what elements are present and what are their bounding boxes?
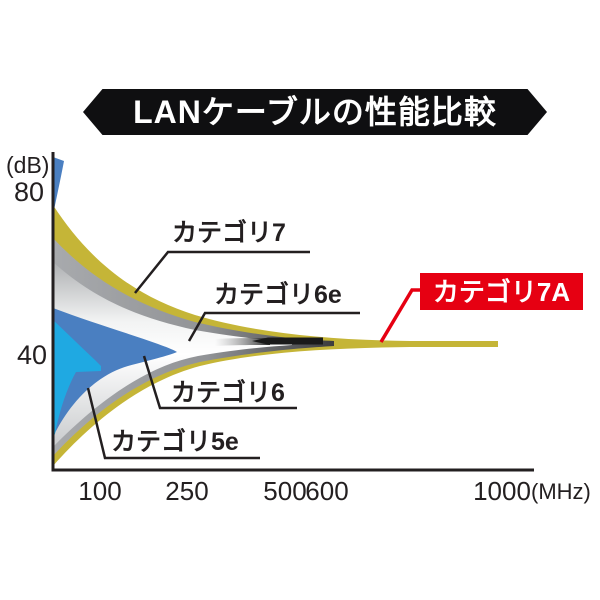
leader-cat6e — [187, 311, 360, 342]
x-tick-600: 600 — [305, 476, 349, 506]
x-axis-unit: (MHz) — [531, 479, 591, 504]
x-tick-1000: 1000 — [473, 476, 531, 506]
leader-cat7 — [134, 250, 310, 294]
y-tick-40: 40 — [16, 340, 47, 370]
page-title: LANケーブルの性能比較 — [133, 94, 497, 130]
x-tick-100: 100 — [78, 476, 122, 506]
label-cat7a-highlight: カテゴリ7A — [420, 273, 583, 310]
band-cat7a — [53, 205, 498, 466]
label-cat7a-text: カテゴリ7A — [432, 276, 571, 307]
label-cat6: カテゴリ6 — [171, 379, 285, 407]
y-axis-unit: (dB) — [6, 152, 50, 178]
y-tick-80: 80 — [13, 177, 44, 207]
x-tick-500: 500 — [263, 476, 307, 506]
label-cat7: カテゴリ7 — [172, 219, 286, 247]
label-cat6e: カテゴリ6e — [214, 281, 342, 309]
x-tick-250: 250 — [165, 476, 209, 506]
leader-cat7a — [379, 288, 420, 343]
band-cat5e — [53, 320, 101, 437]
convergence-bar — [252, 337, 323, 345]
band-cat6e — [53, 262, 292, 447]
leader-cat6 — [142, 355, 297, 410]
band-cat6-axis-sliver — [53, 157, 64, 215]
label-cat5e: カテゴリ5e — [111, 428, 239, 456]
leader-cat5e — [86, 387, 260, 460]
convergence-shadow — [215, 338, 270, 346]
title-banner: LANケーブルの性能比較 — [83, 89, 547, 135]
band-cat6 — [53, 308, 177, 437]
